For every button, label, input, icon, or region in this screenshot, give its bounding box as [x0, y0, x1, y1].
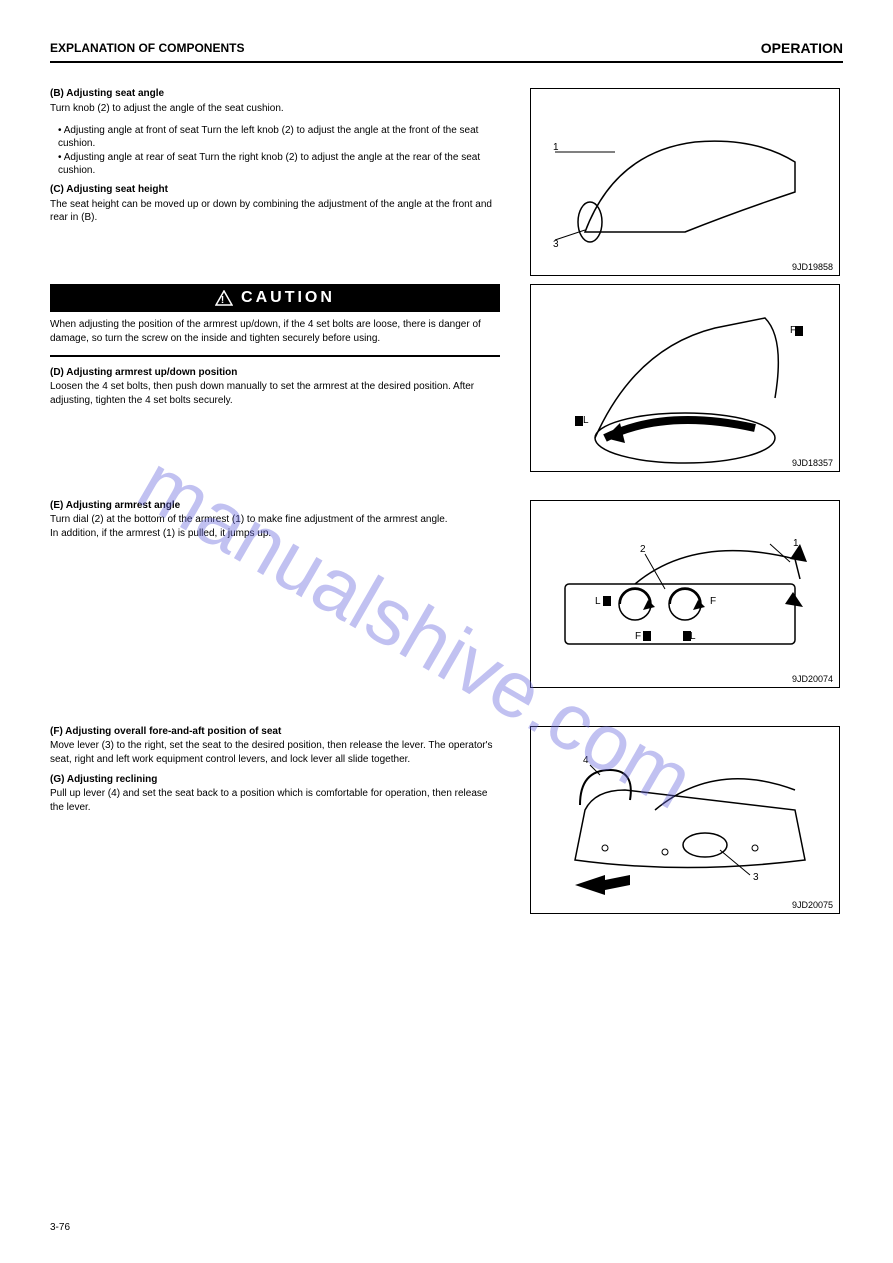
heading-f: (F) Adjusting overall fore-and-aft posit…	[50, 726, 500, 737]
heading-e: (E) Adjusting armrest angle	[50, 500, 500, 511]
image-column: F L 9JD18357	[530, 284, 840, 472]
heading-d: (D) Adjusting armrest up/down position	[50, 367, 500, 378]
text-column: (E) Adjusting armrest angle Turn dial (2…	[50, 500, 530, 688]
section-seat-angle: (B) Adjusting seat angle Turn knob (2) t…	[50, 88, 843, 276]
figure-armrest-dial: L F F L 2 1 9JD20074	[530, 500, 840, 688]
image-column: 1 3 9JD19858	[530, 88, 840, 276]
body-c: The seat height can be moved up or down …	[50, 198, 500, 225]
caution-title: CAUTION	[241, 289, 335, 307]
heading-b: (B) Adjusting seat angle	[50, 88, 500, 99]
body-b: Turn knob (2) to adjust the angle of the…	[50, 102, 500, 116]
warning-triangle-icon: !	[215, 290, 233, 306]
dial-illustration: L F F L 2 1	[535, 504, 835, 684]
figure-id: 9JD20075	[792, 900, 833, 910]
svg-text:1: 1	[793, 538, 799, 549]
heading-c: (C) Adjusting seat height	[50, 184, 500, 195]
text-column: (F) Adjusting overall fore-and-aft posit…	[50, 726, 530, 914]
body-e: Turn dial (2) at the bottom of the armre…	[50, 513, 500, 540]
header-left-text: EXPLANATION OF COMPONENTS	[50, 41, 244, 55]
figure-armrest-updown: F L 9JD18357	[530, 284, 840, 472]
caution-body: When adjusting the position of the armre…	[50, 318, 500, 345]
list-item-rear: • Adjusting angle at rear of seat Turn t…	[50, 151, 500, 178]
armrest-illustration: F L	[535, 288, 835, 468]
page-number: 3-76	[50, 1222, 70, 1233]
image-column: L F F L 2 1 9JD20074	[530, 500, 840, 688]
svg-text:!: !	[221, 295, 227, 306]
header-right-text: OPERATION	[761, 40, 843, 56]
svg-text:4: 4	[583, 755, 589, 766]
svg-text:F: F	[635, 631, 641, 642]
text-column: (B) Adjusting seat angle Turn knob (2) t…	[50, 88, 530, 276]
svg-text:3: 3	[753, 872, 759, 883]
section-fore-aft-reclining: (F) Adjusting overall fore-and-aft posit…	[50, 726, 843, 914]
svg-text:L: L	[583, 415, 589, 426]
page-header: EXPLANATION OF COMPONENTS OPERATION	[50, 40, 843, 63]
heading-g: (G) Adjusting reclining	[50, 774, 500, 785]
fore-aft-illustration: 4 3	[535, 730, 835, 910]
list-item-front: • Adjusting angle at front of seat Turn …	[50, 124, 500, 151]
body-d: Loosen the 4 set bolts, then push down m…	[50, 380, 500, 407]
body-g: Pull up lever (4) and set the seat back …	[50, 787, 500, 814]
seat-knob-illustration: 1 3	[535, 92, 835, 272]
figure-seat-knob: 1 3 9JD19858	[530, 88, 840, 276]
svg-text:L: L	[595, 596, 601, 607]
section-caution-armrest: ! CAUTION When adjusting the position of…	[50, 284, 843, 472]
body-f: Move lever (3) to the right, set the sea…	[50, 739, 500, 766]
figure-fore-aft: 4 3 9JD20075	[530, 726, 840, 914]
svg-text:F: F	[710, 596, 716, 607]
figure-id: 9JD18357	[792, 458, 833, 468]
caution-banner: ! CAUTION	[50, 284, 500, 312]
figure-id: 9JD20074	[792, 674, 833, 684]
image-column: 4 3 9JD20075	[530, 726, 840, 914]
svg-text:2: 2	[640, 544, 646, 555]
svg-text:3: 3	[553, 239, 559, 250]
svg-text:1: 1	[553, 142, 559, 153]
text-column: ! CAUTION When adjusting the position of…	[50, 284, 530, 472]
section-armrest-angle: (E) Adjusting armrest angle Turn dial (2…	[50, 500, 843, 688]
figure-id: 9JD19858	[792, 262, 833, 272]
